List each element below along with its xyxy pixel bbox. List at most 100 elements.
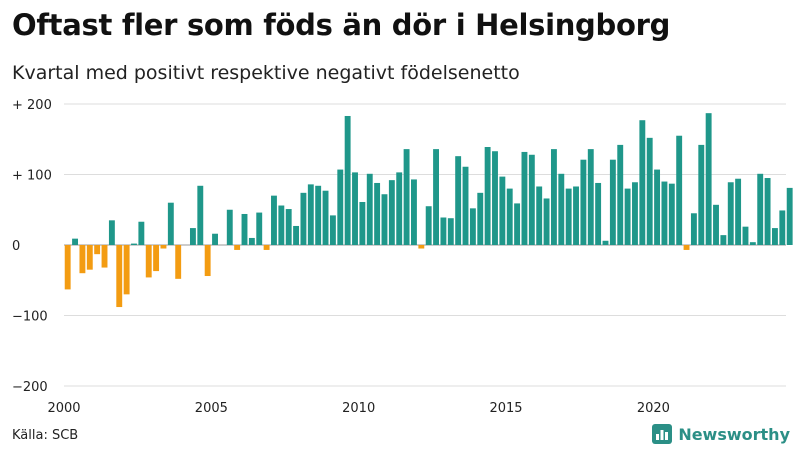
data-bar [285,209,292,245]
data-bar [94,245,101,255]
data-bar [484,147,491,245]
data-bar [167,202,174,245]
data-bar [234,245,241,250]
data-bar [241,213,248,245]
data-bar [315,185,322,245]
data-bar [352,172,358,245]
gridlines [64,103,786,387]
data-bar [108,220,115,245]
data-bar [521,151,528,245]
data-bar [226,209,233,245]
data-bar [668,183,675,245]
data-bar [189,228,196,245]
data-bar [749,242,756,245]
y-tick-label: −200 [12,380,48,395]
y-tick-label: 0 [12,239,20,254]
data-bar [329,215,336,245]
data-bar [197,185,204,245]
x-tick-label: 2005 [195,401,228,416]
data-bar [64,245,71,290]
data-bar [550,149,557,245]
newsworthy-logo: Newsworthy [652,424,790,444]
data-bar [735,178,742,245]
data-bar [786,187,793,245]
data-bar [602,240,609,245]
source-note: Källa: SCB [12,428,79,443]
data-bar [145,245,152,278]
data-bar [440,217,447,245]
data-bar [204,245,211,277]
data-bar [418,245,425,249]
data-bar [757,173,764,245]
data-bar [698,144,705,245]
data-bar [779,210,786,245]
bar-chart: + 200 + 100 0 −100 −200 2000 2005 2010 2015 2020 [12,98,793,416]
data-bar [727,182,734,245]
chart-subtitle: Kvartal med positivt respektive negativt… [12,62,520,84]
data-bar [263,245,270,250]
data-bar [528,154,535,245]
y-tick-label: + 200 [12,98,52,113]
data-bar [617,144,624,245]
data-bar [212,233,218,245]
data-bar [632,182,638,245]
data-bar [131,243,137,245]
data-bar [676,135,683,245]
data-bar [153,245,160,272]
data-bar [565,188,572,245]
data-bar [271,195,277,245]
data-bar [344,115,351,245]
data-bar [72,238,78,245]
data-bar [587,149,594,245]
data-bar [514,203,521,245]
chart-title: Oftast fler som föds än dör i Helsingbor… [12,8,671,42]
data-bar [580,159,587,245]
data-bar [543,198,550,245]
data-bar [256,212,263,245]
data-bar [388,180,395,245]
data-bar [425,206,432,245]
x-tick-label: 2000 [47,401,80,416]
data-bar [447,218,454,245]
data-bar [359,201,366,245]
data-bar [175,245,182,279]
data-bar [123,245,130,295]
brand-name: Newsworthy [678,424,790,444]
data-bar [138,221,145,245]
data-bar [160,245,167,249]
data-bar [683,245,690,250]
data-bar [322,190,329,245]
data-bar [366,173,373,245]
data-bar [374,182,381,245]
data-bar [492,151,498,245]
data-bar [396,172,403,245]
data-bar [595,182,602,245]
data-bar [116,245,123,308]
data-bar [624,188,631,245]
data-bar [713,204,719,245]
bars [64,113,793,308]
data-bar [101,245,108,268]
data-bar [293,225,300,245]
data-bar [690,213,697,245]
bar-chart-logo-icon [652,424,673,444]
data-bar [609,159,616,245]
data-bar [411,179,417,245]
data-bar [639,120,646,245]
data-bar [337,169,344,245]
data-bar [558,173,565,245]
data-bar [772,228,778,245]
data-bar [462,166,469,245]
y-tick-label: −100 [12,310,48,325]
data-bar [720,235,727,245]
y-tick-label: + 100 [12,169,52,184]
data-bar [499,176,506,245]
data-bar [742,226,749,245]
data-bar [506,188,513,245]
data-bar [477,192,484,245]
x-tick-label: 2010 [342,401,375,416]
data-bar [307,184,314,245]
data-bar [469,208,476,245]
data-bar [86,245,93,270]
data-bar [300,192,307,245]
